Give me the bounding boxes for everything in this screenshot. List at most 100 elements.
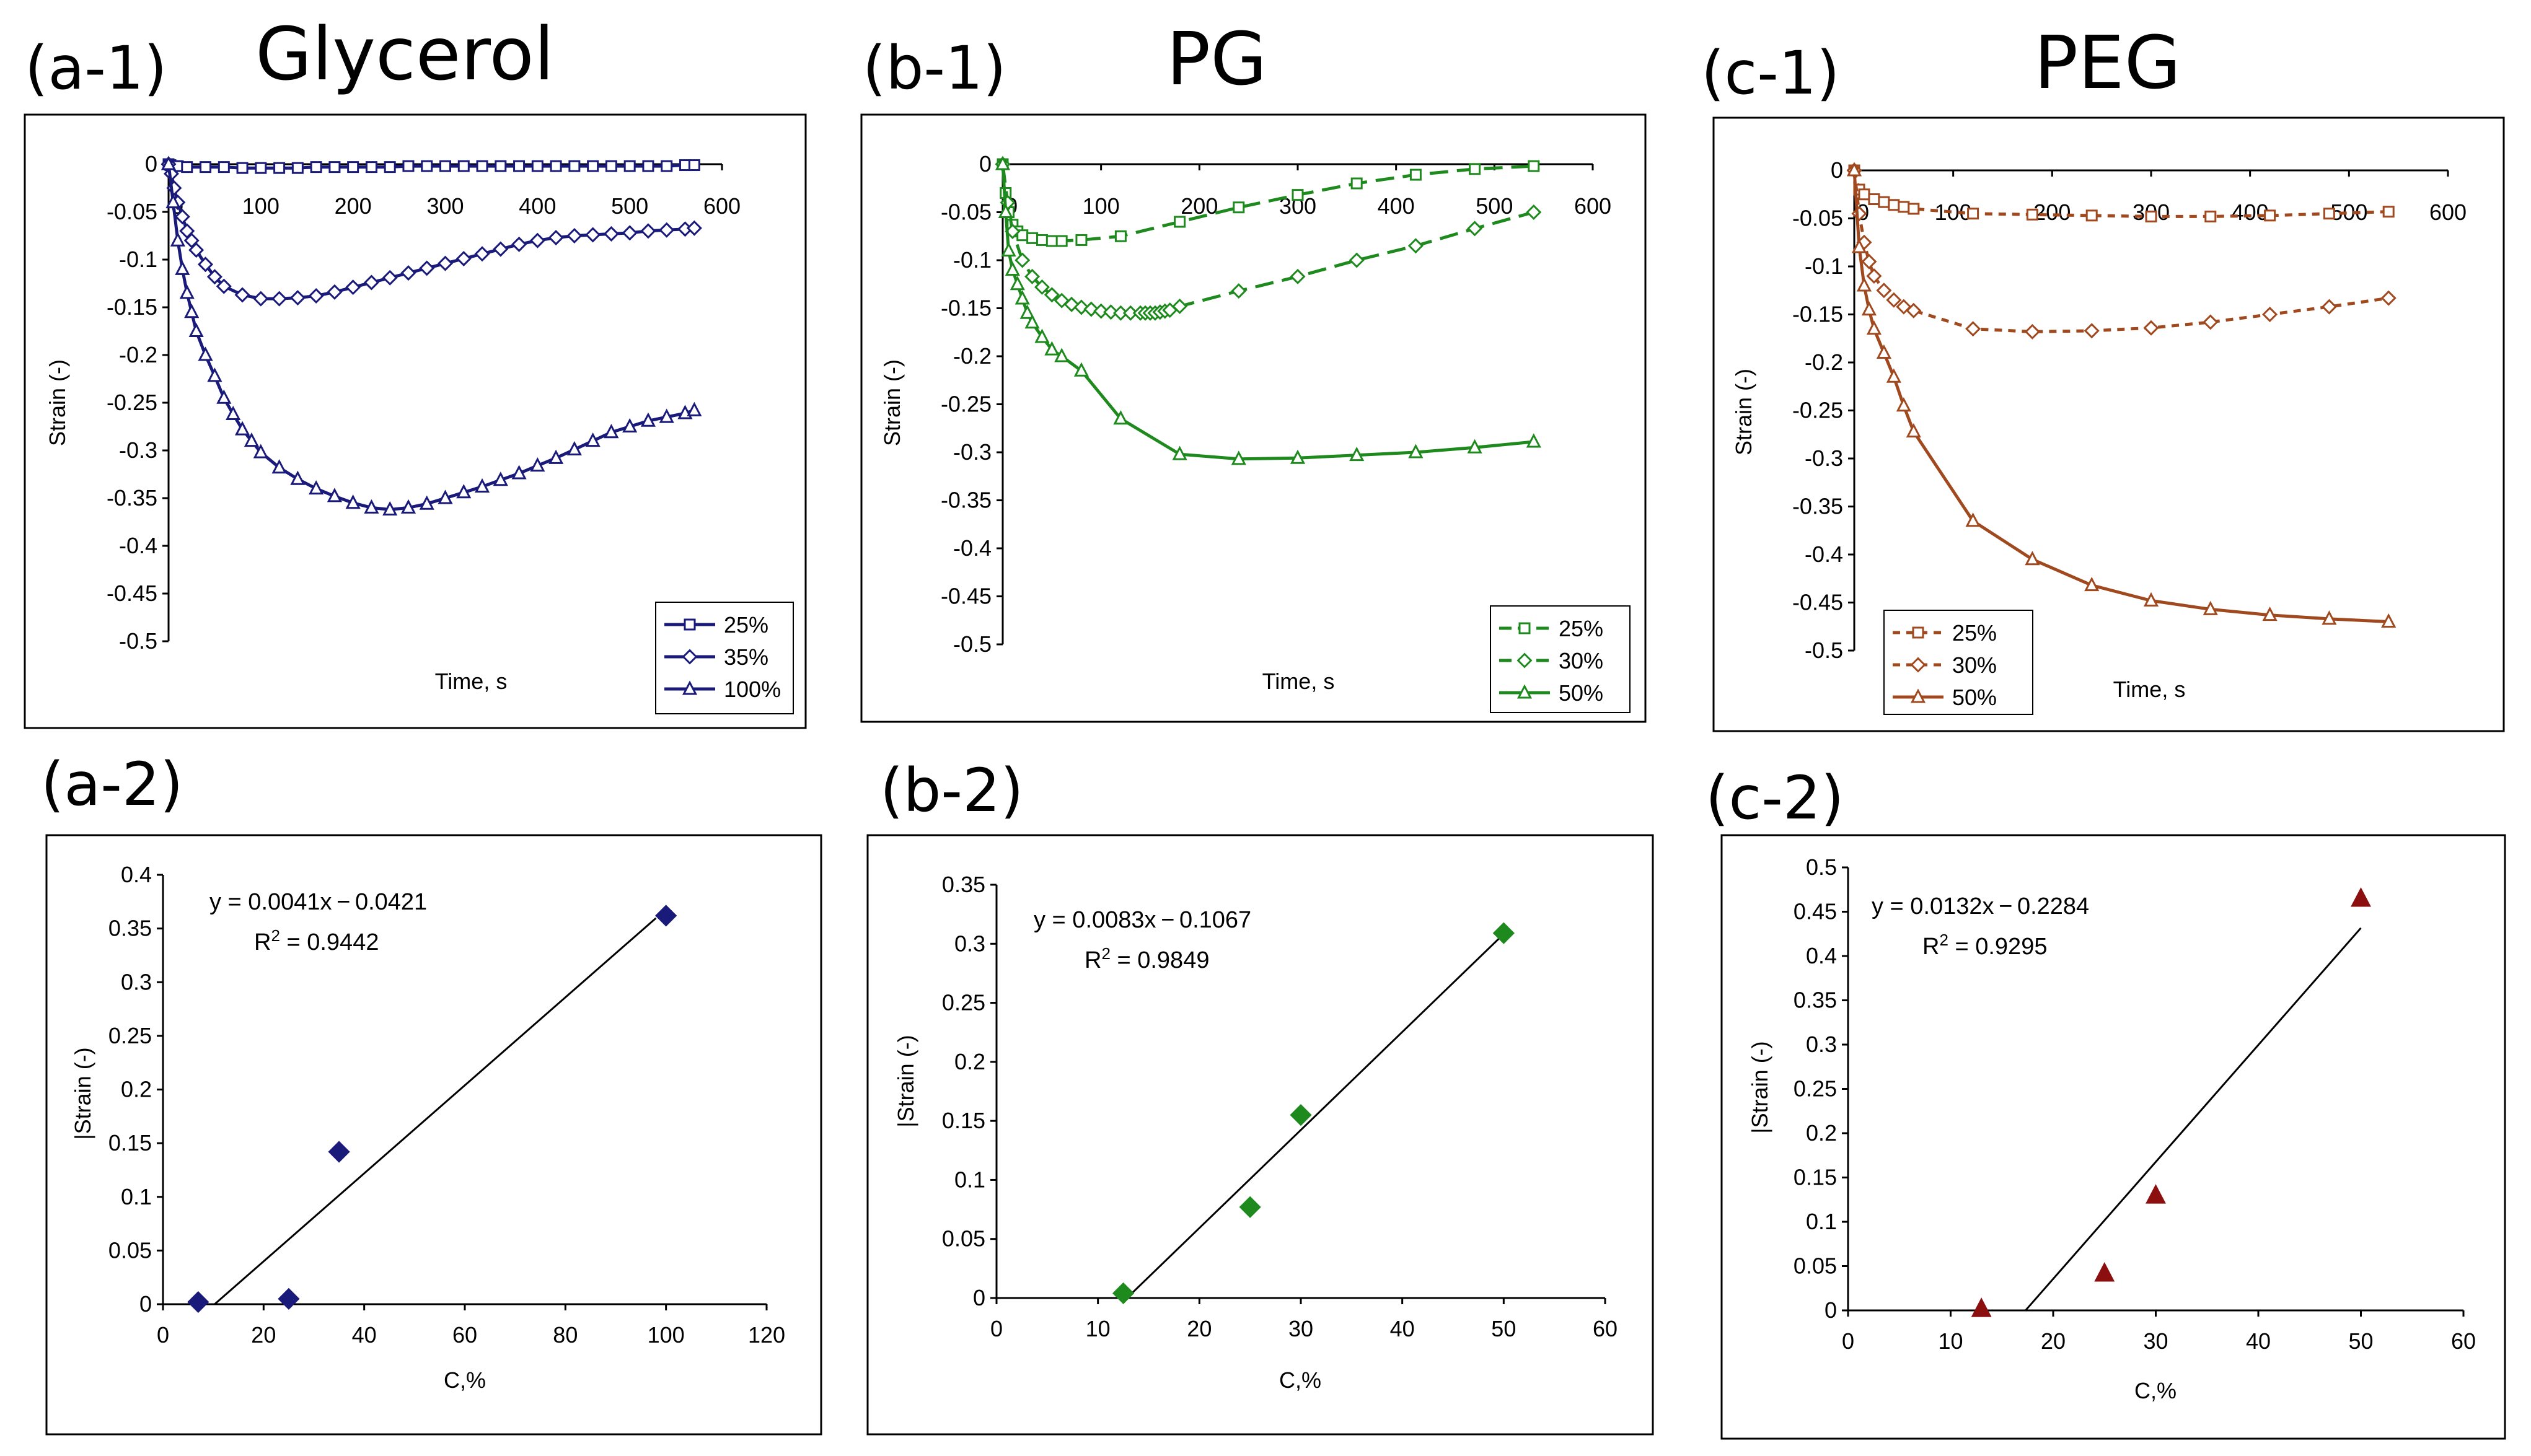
data-point	[437, 255, 454, 271]
data-point	[1858, 188, 1870, 201]
data-point	[474, 478, 490, 493]
data-point	[585, 227, 601, 243]
y-tick-label: 0	[1825, 1297, 1837, 1323]
data-point	[1851, 239, 1867, 253]
panel-label-c1: (c-1)	[1701, 38, 1840, 108]
data-point	[244, 432, 260, 447]
data-point	[456, 250, 472, 266]
y-tick-label: 0.15	[942, 1108, 985, 1133]
y-tick-label: 0	[973, 1285, 985, 1310]
y-tick-label: 0.2	[954, 1049, 985, 1074]
data-point	[175, 260, 190, 275]
x-tick-label: 100	[1083, 193, 1120, 219]
legend: 25% 30% 50%	[1490, 605, 1631, 713]
x-tick-label: 40	[352, 1322, 377, 1348]
legend: 25% 30% 50%	[1883, 610, 2033, 715]
data-point	[2145, 210, 2157, 222]
data-point	[161, 156, 177, 170]
x-tick-label: 500	[2330, 200, 2367, 225]
data-point	[198, 346, 213, 361]
data-point	[165, 193, 181, 209]
y-tick-label: -0.2	[119, 342, 157, 367]
data-point	[493, 471, 508, 486]
data-point	[2084, 576, 2100, 592]
data-point	[2381, 613, 2397, 628]
data-point	[1528, 160, 1540, 172]
data-point	[400, 499, 416, 514]
data-point	[347, 161, 359, 173]
x-tick-label: 100	[242, 193, 280, 219]
data-point	[1290, 268, 1306, 284]
data-point	[587, 160, 599, 172]
title-glycerol: Glycerol	[255, 11, 555, 97]
y-tick-label: -0.15	[107, 294, 157, 320]
data-point	[2203, 600, 2218, 615]
data-point	[622, 418, 638, 432]
y-tick-label: 0	[145, 151, 157, 177]
x-tick-label: 10	[1086, 1316, 1111, 1341]
data-point	[1350, 177, 1363, 190]
y-tick-label: -0.2	[953, 343, 992, 369]
data-point	[2084, 323, 2100, 339]
x-tick-label: 60	[1593, 1316, 1618, 1341]
data-point	[2203, 314, 2219, 330]
data-point	[568, 160, 581, 172]
data-point	[1898, 201, 1910, 213]
x-tick-label: 0	[157, 1322, 169, 1348]
y-tick-label: -0.45	[107, 581, 157, 606]
data-point	[1868, 193, 1880, 205]
data-point	[1010, 276, 1025, 291]
data-point	[419, 495, 434, 510]
y-axis-label: Strain (-)	[879, 359, 905, 446]
data-point	[655, 905, 677, 927]
data-point	[474, 246, 490, 262]
data-point	[1469, 163, 1481, 175]
data-point	[1861, 301, 1877, 316]
data-point	[1908, 203, 1920, 215]
legend-marker	[1910, 688, 1926, 703]
y-tick-label: -0.3	[119, 437, 157, 463]
data-point	[1349, 252, 1365, 268]
x-tick-label: 30	[1288, 1316, 1313, 1341]
data-point	[687, 401, 702, 416]
data-point	[604, 424, 619, 439]
data-point	[382, 270, 398, 286]
data-point	[419, 260, 435, 276]
x-tick-label: 60	[452, 1322, 477, 1348]
data-point	[1174, 216, 1186, 228]
data-point	[2146, 1184, 2166, 1204]
legend-marker	[682, 649, 698, 665]
data-point	[1526, 204, 1542, 221]
data-point	[603, 226, 619, 242]
data-point	[1866, 320, 1882, 335]
data-point	[218, 161, 230, 173]
data-point	[1015, 290, 1030, 305]
data-point	[1851, 206, 1867, 222]
data-point	[1866, 268, 1882, 284]
data-point	[234, 421, 250, 436]
panel-label-b2: (b-2)	[880, 756, 1024, 825]
x-tick-label: 500	[1476, 193, 1513, 219]
x-tick-label: 60	[2451, 1328, 2476, 1354]
y-tick-label: 0.35	[108, 916, 152, 941]
x-axis-label: Time, s	[1262, 669, 1335, 694]
data-point	[1034, 328, 1050, 343]
data-point	[1093, 303, 1109, 319]
data-point	[2380, 290, 2397, 306]
data-point	[1001, 242, 1016, 257]
data-point	[659, 222, 675, 238]
data-point	[345, 494, 361, 509]
data-point	[1015, 252, 1031, 268]
data-point	[2025, 551, 2040, 566]
y-tick-label: 0.35	[942, 872, 985, 897]
data-point	[1896, 397, 1911, 412]
y-tick-label: 0.5	[1806, 854, 1837, 880]
legend-marker	[1516, 652, 1533, 669]
legend-label: 35%	[724, 644, 768, 670]
series-50pct	[1846, 162, 2397, 628]
data-point	[659, 408, 674, 423]
y-tick-label: 0.05	[1794, 1253, 1837, 1279]
data-point	[253, 291, 269, 307]
data-point	[1876, 283, 1892, 299]
chart-a1: 0 -0.05 -0.1 -0.15 -0.2 -0.25 -0.3 -0.35 -0.4 -0.…	[24, 113, 807, 729]
